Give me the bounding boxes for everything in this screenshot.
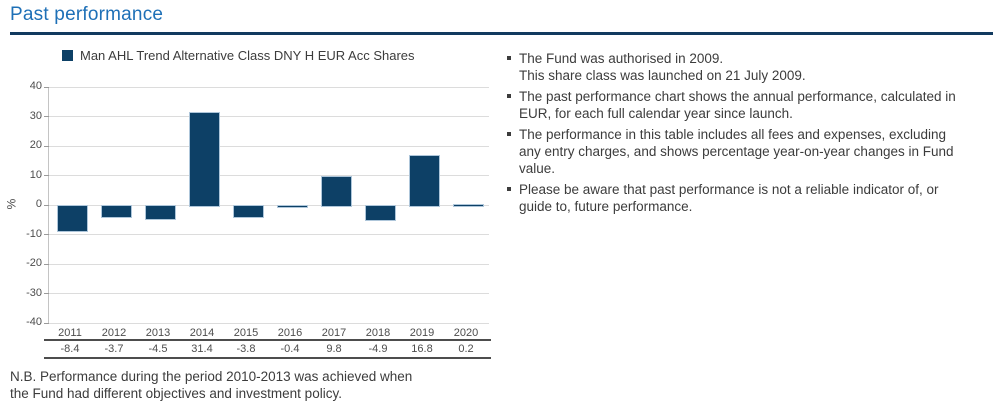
gridline: [49, 86, 489, 88]
performance-bar-chart: % 40 30 20 10 0 -10 -20 -30 -40 2011 2012 2013 2014…: [0, 80, 500, 377]
year-label: 2014: [189, 327, 215, 339]
y-axis-tick-label: 20: [29, 139, 42, 151]
bullet-text: The performance in this table includes a…: [519, 127, 954, 176]
bar-2014: [188, 112, 220, 207]
y-axis-tick-label: -40: [26, 316, 42, 328]
year-label: 2018: [365, 327, 391, 339]
bullet-marker: [507, 187, 511, 191]
gridline: [49, 145, 489, 147]
gridline: [49, 116, 489, 117]
legend-label: Man AHL Trend Alternative Class DNY H EU…: [80, 48, 415, 63]
bullet-text: Please be aware that past performance is…: [519, 182, 939, 214]
year-label: 2015: [233, 327, 259, 339]
bar-2013: [144, 205, 176, 221]
year-label: 2012: [101, 327, 127, 339]
bullet-marker: [507, 94, 511, 98]
bar-2015: [232, 205, 264, 219]
bar-2020: [452, 204, 484, 207]
gridline: [49, 204, 489, 206]
year-label: 2013: [145, 327, 171, 339]
bullet-text: The past performance chart shows the ann…: [519, 89, 956, 121]
y-axis-tick: [44, 204, 49, 206]
bullet-item: The past performance chart shows the ann…: [507, 88, 989, 122]
bullet-item: The performance in this table includes a…: [507, 126, 989, 177]
y-axis-tick-label: -10: [26, 227, 42, 240]
performance-values-row: -8.4 -3.7 -4.5 31.4 -3.8 -0.4 9.8 -4.9 16.8 0.2: [48, 343, 488, 356]
y-axis-tick: [44, 263, 49, 265]
bar-2016: [276, 205, 308, 209]
y-axis-labels: 40 30 20 10 0 -10 -20 -30 -40: [0, 80, 42, 328]
legend-swatch: [62, 50, 73, 61]
table-divider-bottom: [44, 357, 491, 359]
y-axis-tick: [44, 293, 49, 294]
year-label: 2019: [409, 327, 435, 339]
y-axis-tick: [44, 175, 49, 176]
bar-2018: [364, 205, 396, 222]
y-axis-tick: [44, 145, 49, 147]
gridline: [49, 293, 489, 294]
bar-2017: [320, 176, 352, 207]
gridline: [49, 234, 489, 235]
plot-area: [44, 86, 489, 324]
value-label: 0.2: [458, 343, 474, 355]
y-axis-tick-label: 0: [35, 198, 42, 210]
footnote: N.B. Performance during the period 2010-…: [10, 369, 413, 401]
value-label: -4.9: [368, 343, 388, 355]
y-axis-tick: [44, 234, 49, 235]
table-divider-top: [44, 339, 491, 341]
year-label: 2011: [58, 327, 82, 339]
y-axis-tick: [44, 322, 49, 324]
bullet-text: The Fund was authorised in 2009. This sh…: [519, 51, 806, 83]
y-axis-tick: [44, 116, 49, 117]
year-label: 2017: [321, 327, 347, 339]
y-axis-tick-label: -20: [26, 257, 42, 269]
value-label: -0.4: [280, 343, 300, 355]
bullet-marker: [507, 56, 511, 60]
bullet-item: The Fund was authorised in 2009. This sh…: [507, 50, 989, 84]
value-label: -3.7: [104, 343, 124, 355]
gridline: [49, 175, 489, 176]
notes-bullet-list: The Fund was authorised in 2009. This sh…: [507, 50, 989, 219]
value-label: -8.4: [60, 343, 80, 355]
gridline: [49, 263, 489, 265]
y-axis-tick: [44, 86, 49, 88]
x-axis-year-row: 2011 2012 2013 2014 2015 2016 2017 2018 2019 2020: [48, 327, 488, 340]
y-axis-tick-label: 40: [29, 80, 42, 92]
y-axis-tick-label: 30: [29, 109, 42, 122]
bar-2011: [56, 205, 88, 232]
value-label: 16.8: [411, 343, 433, 355]
bullet-marker: [507, 132, 511, 136]
title-underline-rule: [10, 32, 993, 35]
value-label: -4.5: [148, 343, 168, 355]
value-label: -3.8: [236, 343, 256, 355]
gridline: [49, 322, 489, 324]
year-label: 2016: [277, 327, 303, 339]
year-label: 2020: [453, 327, 479, 339]
bar-2012: [100, 205, 132, 218]
value-label: 9.8: [326, 343, 342, 355]
y-axis-tick-label: 10: [29, 168, 42, 181]
page-title: Past performance: [10, 4, 164, 25]
bullet-item: Please be aware that past performance is…: [507, 181, 989, 215]
y-axis-tick-label: -30: [26, 286, 42, 299]
chart-legend: Man AHL Trend Alternative Class DNY H EU…: [62, 48, 415, 63]
value-label: 31.4: [191, 343, 213, 355]
bar-2019: [408, 155, 440, 207]
